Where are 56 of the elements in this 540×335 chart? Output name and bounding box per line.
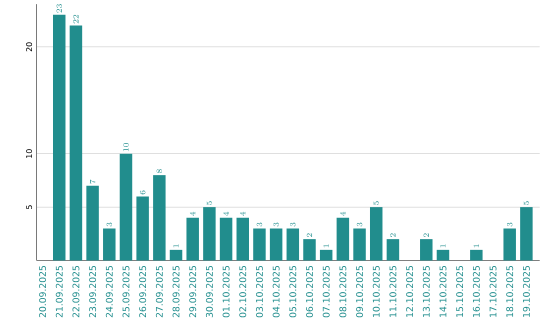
x-tick-label: 02.10.2025 — [239, 266, 246, 318]
bar — [220, 218, 232, 260]
x-tick-label: 23.09.2025 — [89, 266, 96, 318]
x-tick-label: 15.10.2025 — [456, 266, 464, 317]
bar — [186, 218, 199, 260]
bar — [520, 206, 533, 260]
x-tick-label: 28.09.2025 — [172, 266, 180, 318]
bar — [270, 228, 282, 260]
x-tick-label: 24.09.2025 — [106, 266, 113, 318]
x-tick-label: 18.10.2025 — [506, 266, 514, 317]
x-tick-label: 06.10.2025 — [306, 266, 313, 318]
x-tick-label: 25.09.2025 — [122, 266, 130, 318]
bar — [470, 250, 483, 260]
bar — [253, 228, 266, 260]
bar — [170, 250, 182, 260]
bar — [203, 206, 216, 260]
bar — [353, 228, 366, 260]
bar — [436, 250, 450, 260]
bar — [52, 14, 66, 260]
x-tick-label: 20.09.2025 — [39, 266, 46, 318]
bar — [336, 218, 350, 260]
x-tick-label: 14.10.2025 — [439, 266, 446, 317]
x-tick-label: 08.10.2025 — [339, 266, 346, 318]
bar — [286, 228, 300, 260]
bar — [136, 196, 149, 260]
bar — [303, 239, 316, 260]
x-tick-label: 21.09.2025 — [56, 266, 63, 318]
x-tick-label: 26.09.2025 — [139, 266, 146, 318]
x-tick-label: 22.09.2025 — [72, 266, 80, 318]
x-tick-label: 16.10.2025 — [472, 266, 480, 317]
bar — [120, 154, 132, 260]
bar — [320, 250, 332, 260]
bar — [86, 186, 99, 260]
x-tick-label: 19.10.2025 — [522, 266, 530, 317]
bar — [420, 239, 433, 260]
bar — [370, 206, 382, 260]
x-tick-label: 01.10.2025 — [222, 266, 230, 318]
x-tick-label: 29.09.2025 — [189, 266, 196, 318]
x-tick-label: 17.10.2025 — [490, 266, 496, 317]
x-tick-label: 13.10.2025 — [422, 266, 430, 317]
x-tick-label: 30.09.2025 — [206, 266, 213, 318]
bar — [70, 25, 82, 260]
bar — [153, 174, 166, 260]
x-tick-label: 04.10.2025 — [272, 266, 280, 318]
x-tick-label: 05.10.2025 — [289, 266, 296, 318]
x-tick-label: 12.10.2025 — [406, 266, 414, 317]
bar — [236, 218, 250, 260]
x-tick-label: 11.10.2025 — [389, 266, 396, 317]
x-tick-label: 27.09.2025 — [156, 266, 163, 318]
x-tick-label: 07.10.2025 — [322, 266, 330, 318]
bar — [103, 228, 116, 260]
x-tick-label: 10.10.2025 — [372, 266, 380, 317]
bar — [386, 239, 400, 260]
x-tick-label: 03.10.2025 — [256, 266, 263, 318]
x-tick-label: 09.10.2025 — [356, 266, 364, 318]
bar — [503, 228, 516, 260]
